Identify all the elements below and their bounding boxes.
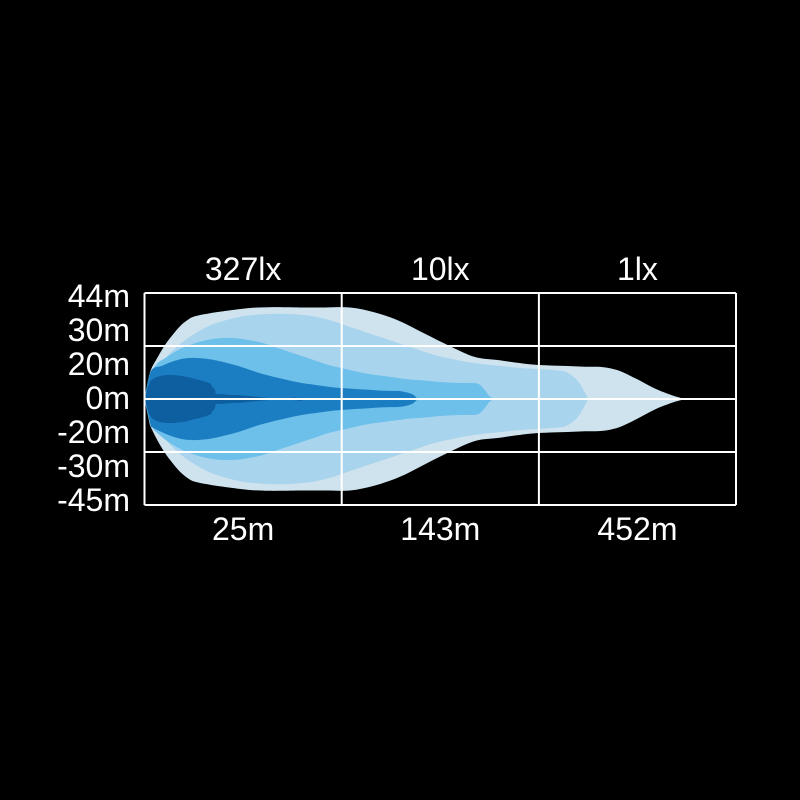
svg-text:-20m: -20m bbox=[57, 414, 130, 450]
svg-text:30m: 30m bbox=[68, 312, 130, 348]
svg-text:-45m: -45m bbox=[57, 482, 130, 518]
svg-text:452m: 452m bbox=[597, 511, 677, 547]
svg-text:143m: 143m bbox=[400, 511, 480, 547]
svg-text:10lx: 10lx bbox=[411, 251, 470, 287]
svg-text:327lx: 327lx bbox=[205, 251, 282, 287]
svg-text:44m: 44m bbox=[68, 278, 130, 314]
svg-text:25m: 25m bbox=[212, 511, 274, 547]
svg-text:-30m: -30m bbox=[57, 448, 130, 484]
svg-text:20m: 20m bbox=[68, 346, 130, 382]
svg-text:0m: 0m bbox=[86, 380, 130, 416]
svg-text:1lx: 1lx bbox=[617, 251, 658, 287]
